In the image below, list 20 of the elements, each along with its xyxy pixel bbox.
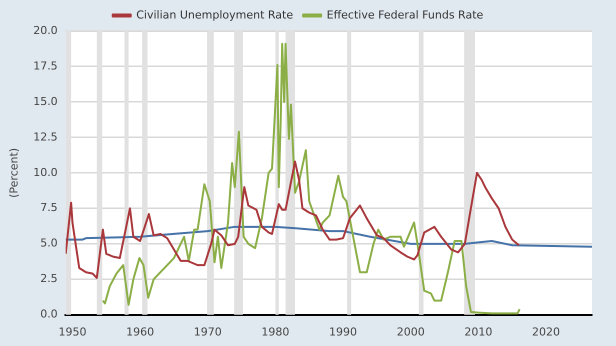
x-tick-label: 1980 [261,325,290,338]
x-tick-label: 1990 [329,325,358,338]
x-tick-label: 2010 [464,325,492,338]
y-tick-label: 12.5 [33,130,58,144]
x-tick-label: 1950 [58,325,86,338]
x-tick-label: 2020 [532,325,560,338]
y-tick-label: 0.0 [40,308,58,321]
y-tick-label: 7.5 [40,201,58,214]
y-tick-label: 15.0 [33,94,58,108]
y-tick-label: 10.0 [33,166,58,179]
x-tick-label: 2000 [396,325,425,338]
y-tick-label: 20.0 [33,24,58,37]
legend-label: Civilian Unemployment Rate [136,8,294,22]
legend-label: Effective Federal Funds Rate [326,8,484,22]
y-tick-label: 5.0 [40,236,58,250]
y-axis-title: (Percent) [7,148,20,198]
y-tick-label: 2.5 [40,272,58,286]
x-tick-label: 1960 [126,325,154,338]
x-tick-label: 1970 [194,325,222,338]
y-tick-label: 17.5 [33,59,58,72]
